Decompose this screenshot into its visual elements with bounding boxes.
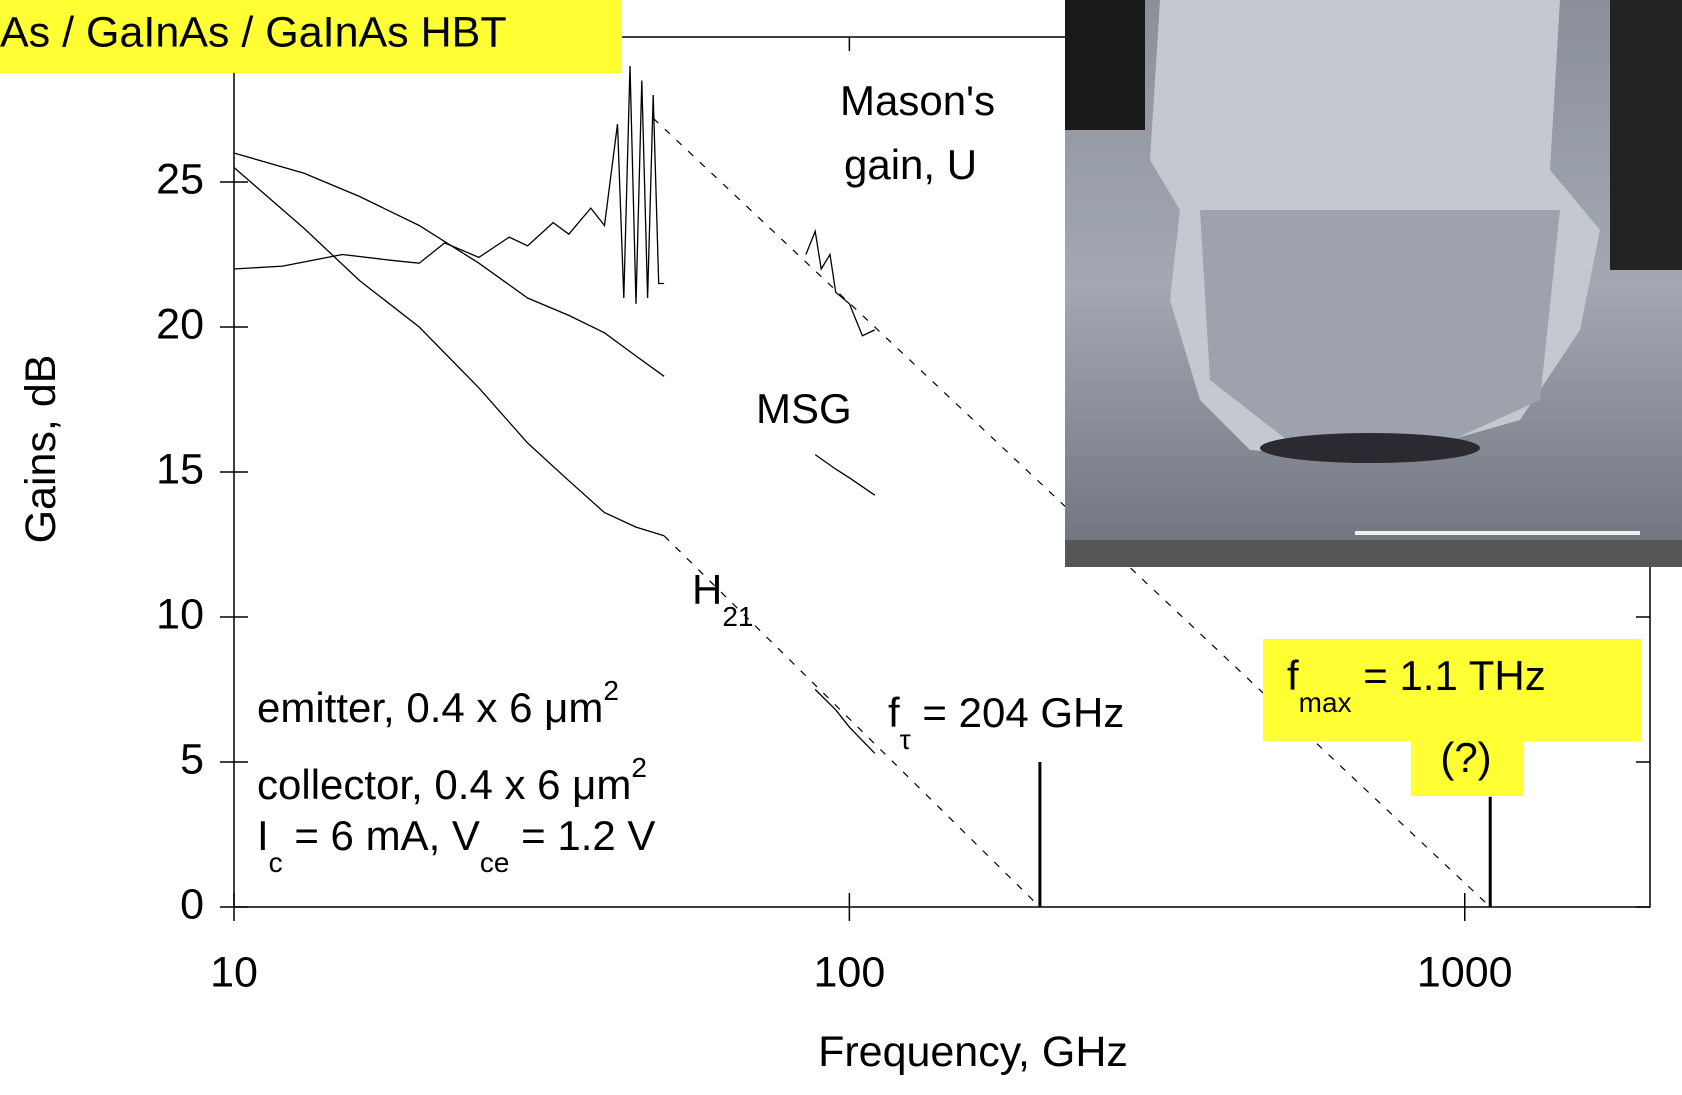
subscript: max <box>1299 687 1352 718</box>
annotation: emitter, 0.4 x 6 μm2 <box>257 675 619 731</box>
annotation-part: f <box>1287 652 1299 699</box>
y-axis-label: Gains, dB <box>17 355 65 544</box>
annotation: fτ = 204 GHz <box>888 689 1124 755</box>
superscript: 2 <box>603 675 619 706</box>
title-box: As / GaInAs / GaInAs HBT <box>0 0 622 73</box>
annotation-text: Mason's <box>840 77 995 124</box>
annotation-text: gain, U <box>844 141 977 188</box>
data-line <box>234 66 664 304</box>
annotation: fmax = 1.1 THz <box>1263 639 1641 741</box>
annotation-text: fτ = 204 GHz <box>888 689 1124 755</box>
y-tick-label: 15 <box>156 445 204 493</box>
annotation-part: = 204 GHz <box>911 689 1125 736</box>
annotation: gain, U <box>844 141 977 188</box>
x-tick-label: 10 <box>210 948 258 996</box>
annotation-text: (?) <box>1440 734 1491 781</box>
data-line <box>234 153 664 376</box>
subscript: τ <box>900 724 911 755</box>
y-tick-label: 5 <box>180 735 204 783</box>
annotation-part: collector, 0.4 x 6 μm <box>257 761 631 808</box>
y-tick-label: 20 <box>156 300 204 348</box>
annotation-part: Mason's <box>840 77 995 124</box>
annotation-text: MSG <box>756 385 852 432</box>
annotation: H21 <box>692 566 754 632</box>
x-tick-label: 1000 <box>1417 948 1513 996</box>
annotation-part: f <box>888 689 900 736</box>
annotation-part: = 6 mA, V <box>283 812 480 859</box>
subscript: 21 <box>722 601 753 632</box>
annotation: MSG <box>756 385 852 432</box>
subscript: ce <box>480 847 510 878</box>
annotation-text: emitter, 0.4 x 6 μm2 <box>257 675 619 731</box>
annotation: (?) <box>1411 734 1523 796</box>
annotation-part: emitter, 0.4 x 6 μm <box>257 684 603 731</box>
annotation-part: I <box>257 812 269 859</box>
superscript: 2 <box>631 752 647 783</box>
annotation-text: collector, 0.4 x 6 μm2 <box>257 752 647 808</box>
data-line <box>234 168 664 536</box>
x-axis-label: Frequency, GHz <box>818 1028 1128 1076</box>
data-line <box>815 690 875 754</box>
annotation-part: gain, U <box>844 141 977 188</box>
annotation-part: (?) <box>1440 734 1491 781</box>
data-line <box>806 231 875 335</box>
x-tick-label: 100 <box>814 948 886 996</box>
annotation: Mason's <box>840 77 995 124</box>
y-tick-label: 10 <box>156 590 204 638</box>
data-line <box>815 455 875 496</box>
annotation-text: H21 <box>692 566 754 632</box>
chart: 0 5 10 15 20 25 10 100 1000 Mason's gain, U MSG H21 e… <box>0 0 1682 1095</box>
chart-title: As / GaInAs / GaInAs HBT <box>0 8 507 56</box>
annotation-part: H <box>692 566 722 613</box>
y-tick-label: 25 <box>156 155 204 203</box>
annotation-part: = 1.2 V <box>510 812 656 859</box>
y-tick-label: 0 <box>180 880 204 928</box>
annotation-part: = 1.1 THz <box>1352 652 1546 699</box>
annotation-text: Ic = 6 mA, Vce = 1.2 V <box>257 812 655 878</box>
annotation: collector, 0.4 x 6 μm2 <box>257 752 647 808</box>
subscript: c <box>269 847 283 878</box>
annotation: Ic = 6 mA, Vce = 1.2 V <box>257 812 655 878</box>
sem-photo <box>1065 0 1682 567</box>
annotation-part: MSG <box>756 385 852 432</box>
